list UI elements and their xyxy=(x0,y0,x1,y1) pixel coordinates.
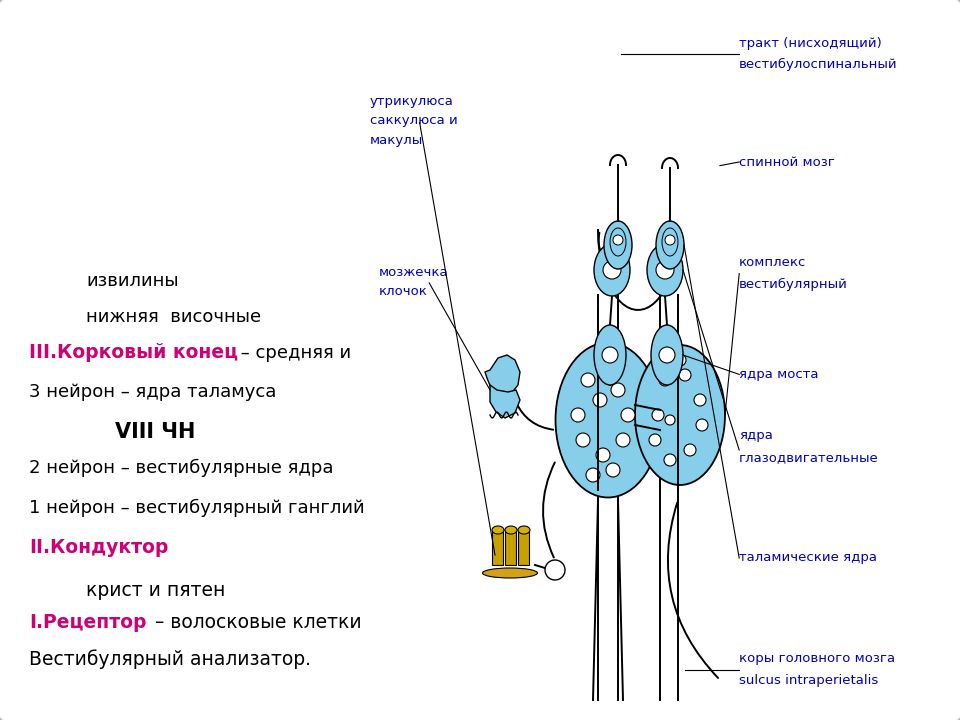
Text: клочок: клочок xyxy=(379,285,428,298)
Text: тракт (нисходящий): тракт (нисходящий) xyxy=(739,37,882,50)
Text: 3 нейрон – ядра таламуса: 3 нейрон – ядра таламуса xyxy=(29,384,276,402)
Circle shape xyxy=(656,261,674,279)
Text: крист и пятен: крист и пятен xyxy=(86,581,226,600)
Ellipse shape xyxy=(656,221,684,269)
Circle shape xyxy=(621,408,635,422)
Circle shape xyxy=(649,434,661,446)
Ellipse shape xyxy=(662,228,678,256)
Circle shape xyxy=(659,347,675,363)
Circle shape xyxy=(679,369,691,381)
Circle shape xyxy=(606,463,620,477)
Circle shape xyxy=(611,383,625,397)
Ellipse shape xyxy=(492,526,504,534)
Text: таламические ядра: таламические ядра xyxy=(739,552,877,564)
Ellipse shape xyxy=(483,568,538,578)
Polygon shape xyxy=(490,385,520,418)
Circle shape xyxy=(571,408,585,422)
Ellipse shape xyxy=(556,343,660,498)
Text: вестибулярный: вестибулярный xyxy=(739,278,848,291)
Text: саккулюса и: саккулюса и xyxy=(370,114,457,127)
Text: мозжечка: мозжечка xyxy=(379,266,449,279)
Circle shape xyxy=(694,394,706,406)
Bar xyxy=(518,530,529,565)
Text: III.Корковый конец: III.Корковый конец xyxy=(29,343,238,362)
Circle shape xyxy=(586,468,600,482)
Circle shape xyxy=(545,560,565,580)
Circle shape xyxy=(696,419,708,431)
Ellipse shape xyxy=(518,526,530,534)
Circle shape xyxy=(603,261,621,279)
Circle shape xyxy=(665,415,675,425)
Text: 2 нейрон – вестибулярные ядра: 2 нейрон – вестибулярные ядра xyxy=(29,459,333,477)
Text: sulcus intraperietalis: sulcus intraperietalis xyxy=(739,674,878,687)
Text: макулы: макулы xyxy=(370,134,422,147)
Circle shape xyxy=(593,393,607,407)
Circle shape xyxy=(664,454,676,466)
Text: коры головного мозга: коры головного мозга xyxy=(739,652,896,665)
Text: спинной мозг: спинной мозг xyxy=(739,156,835,168)
Text: – волосковые клетки: – волосковые клетки xyxy=(149,613,361,632)
Circle shape xyxy=(581,373,595,387)
Text: ядра моста: ядра моста xyxy=(739,368,819,381)
Bar xyxy=(492,530,503,565)
Circle shape xyxy=(596,448,610,462)
Ellipse shape xyxy=(604,221,632,269)
Text: 1 нейрон – вестибулярный ганглий: 1 нейрон – вестибулярный ганглий xyxy=(29,498,365,517)
Text: II.Кондуктор: II.Кондуктор xyxy=(29,538,168,557)
Text: извилины: извилины xyxy=(86,272,179,290)
Text: утрикулюса: утрикулюса xyxy=(370,95,453,108)
Circle shape xyxy=(659,374,671,386)
Text: Вестибулярный анализатор.: Вестибулярный анализатор. xyxy=(29,649,311,669)
Ellipse shape xyxy=(610,228,626,256)
Text: вестибулоспинальный: вестибулоспинальный xyxy=(739,58,898,71)
Polygon shape xyxy=(485,355,520,400)
Circle shape xyxy=(684,444,696,456)
Circle shape xyxy=(665,235,675,245)
Text: нижняя  височные: нижняя височные xyxy=(86,308,261,326)
Text: I.Рецептор: I.Рецептор xyxy=(29,613,146,632)
Circle shape xyxy=(616,433,630,447)
Circle shape xyxy=(674,354,686,366)
Ellipse shape xyxy=(651,325,683,385)
Ellipse shape xyxy=(635,345,725,485)
Ellipse shape xyxy=(594,244,630,296)
Circle shape xyxy=(602,347,618,363)
Bar xyxy=(505,530,516,565)
Circle shape xyxy=(613,235,623,245)
Ellipse shape xyxy=(594,325,626,385)
Ellipse shape xyxy=(505,526,517,534)
Circle shape xyxy=(576,433,590,447)
Ellipse shape xyxy=(647,244,683,296)
Text: глазодвигательные: глазодвигательные xyxy=(739,451,879,464)
Circle shape xyxy=(652,409,664,421)
Text: ядра: ядра xyxy=(739,429,773,442)
Text: – средняя и: – средняя и xyxy=(235,344,351,362)
Text: комплекс: комплекс xyxy=(739,256,806,269)
Text: VIII ЧН: VIII ЧН xyxy=(115,422,196,442)
